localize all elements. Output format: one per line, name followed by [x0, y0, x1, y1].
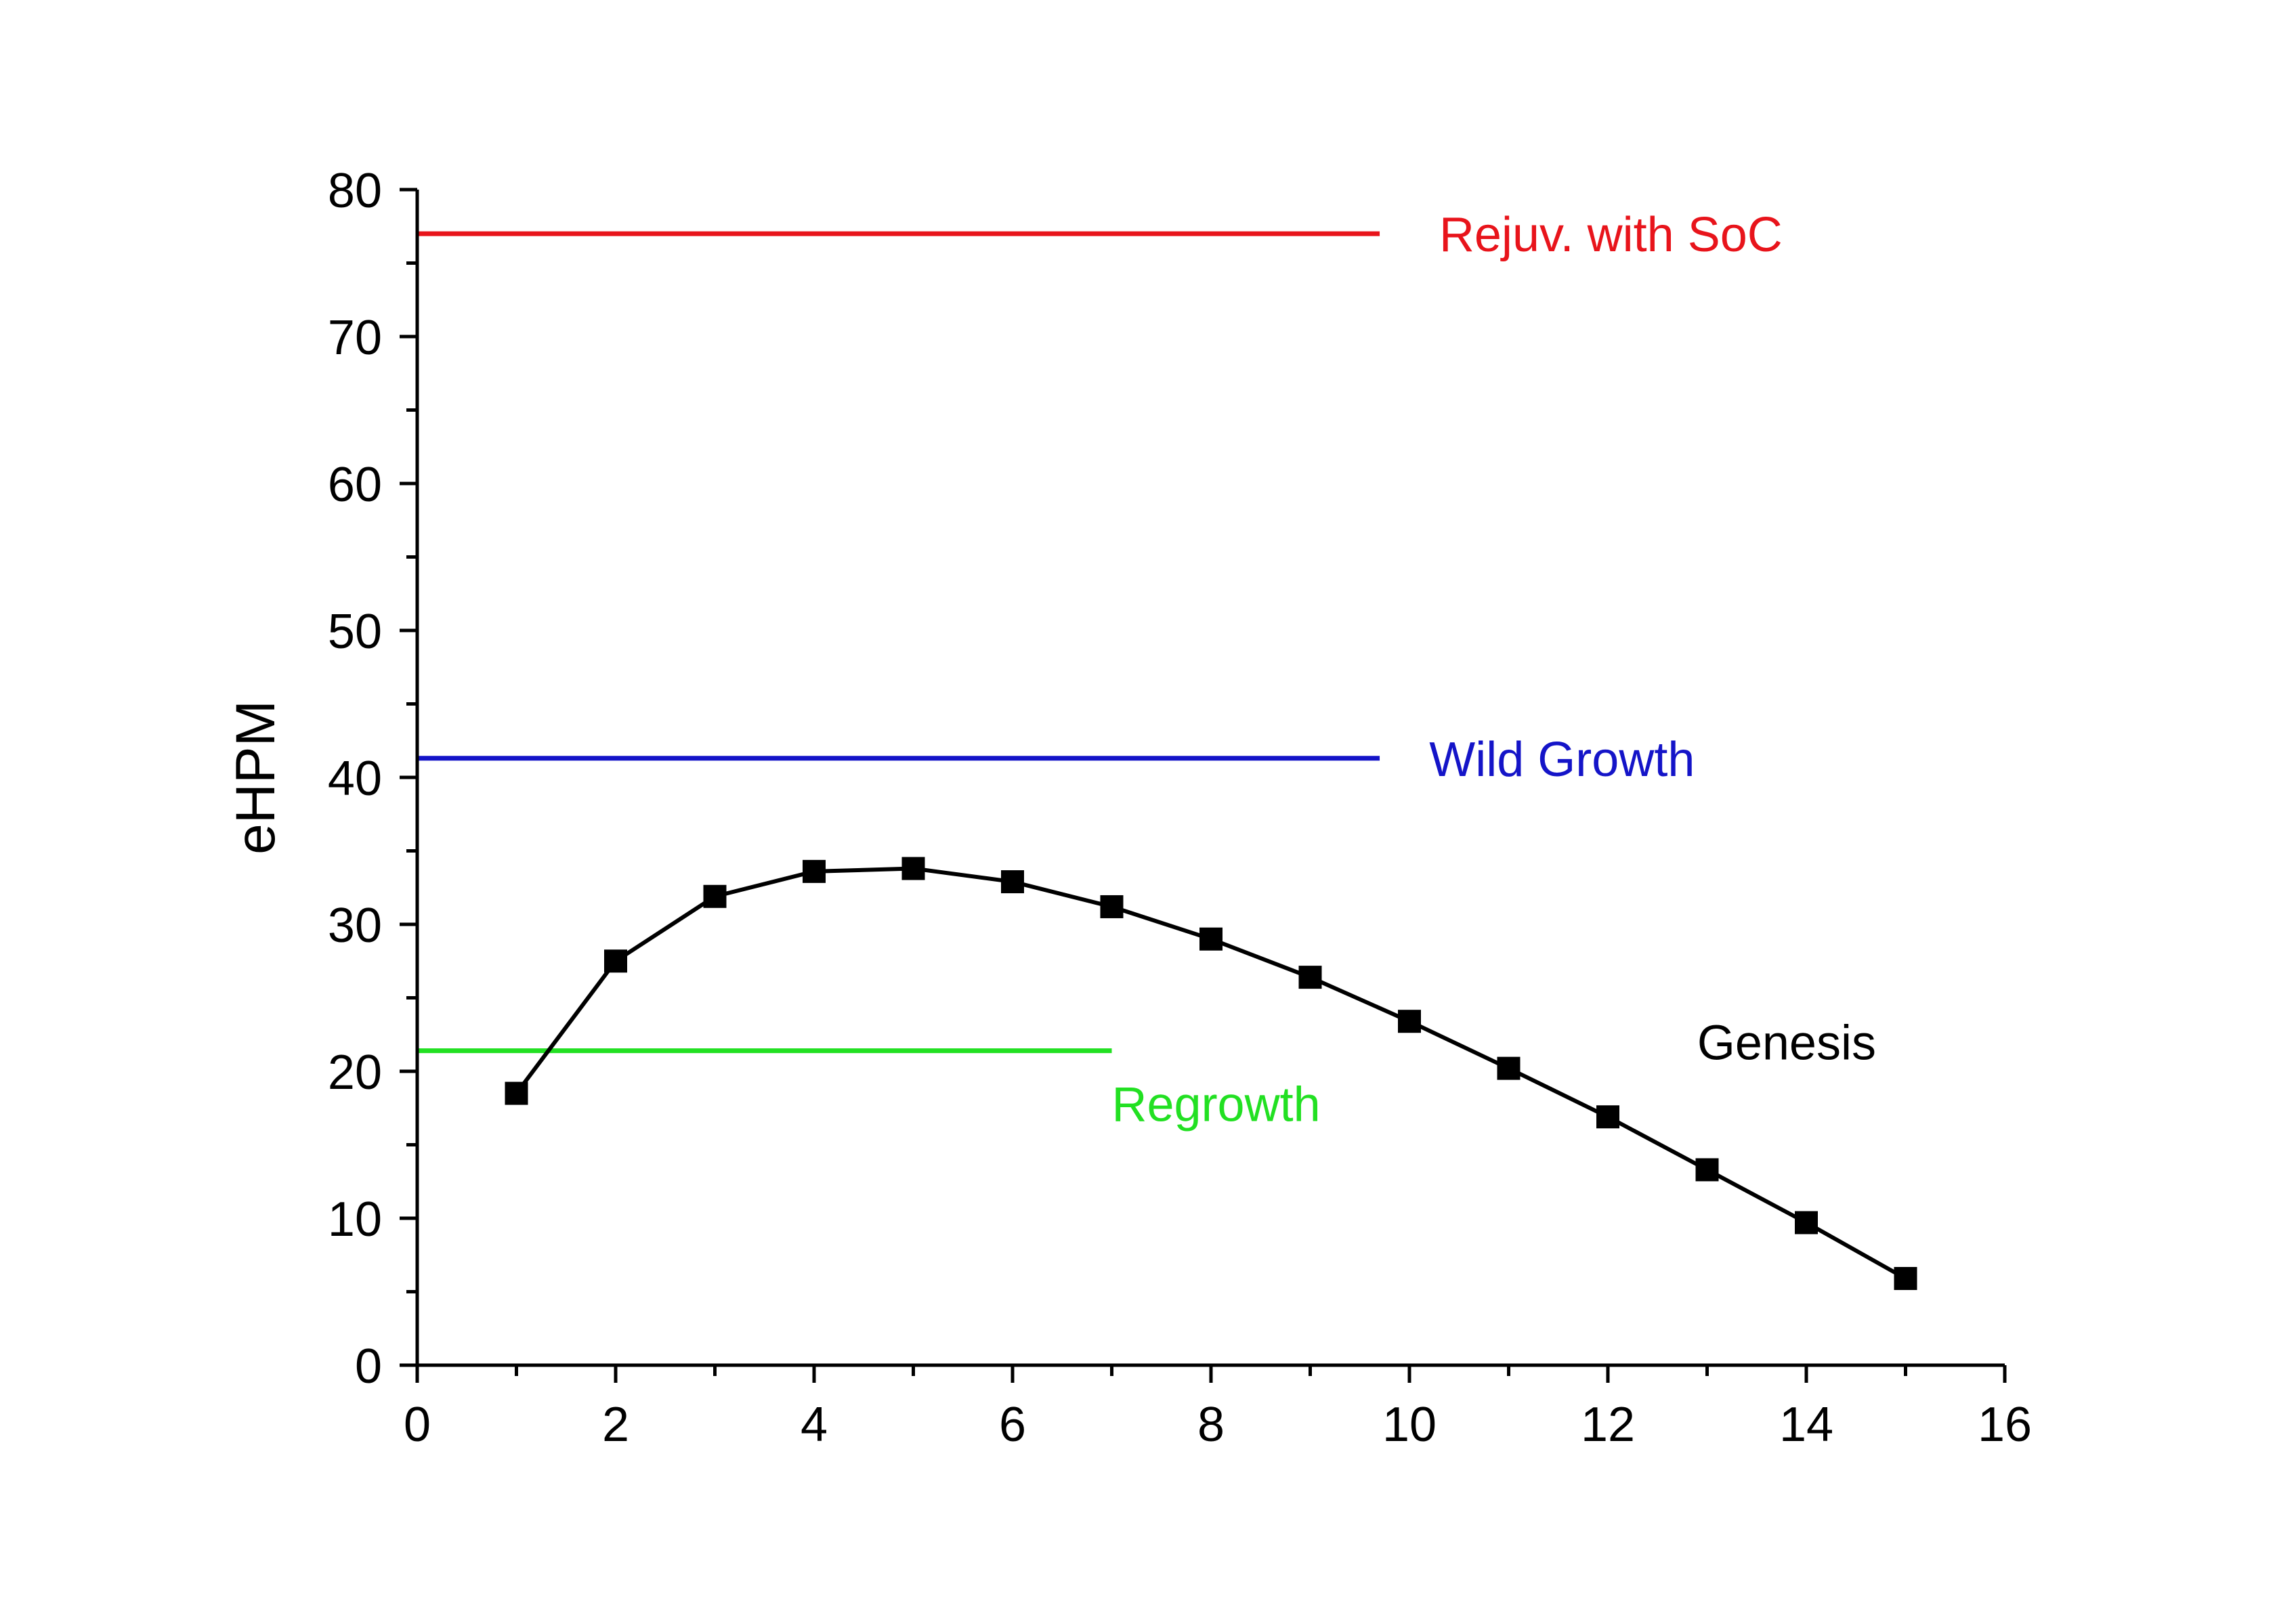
annotation-genesis: Genesis — [1697, 1016, 1876, 1071]
axes: 0 2 4 6 8 10 12 14 16 0 10 20 30 40 50 60 70 80 — [328, 164, 2032, 1452]
x-tick-label: 2 — [602, 1398, 629, 1452]
data-point — [1497, 1056, 1521, 1080]
x-tick-label: 14 — [1779, 1398, 1833, 1452]
data-point — [1596, 1105, 1619, 1129]
data-point — [505, 1081, 528, 1105]
x-ticks: 0 2 4 6 8 10 12 14 16 — [404, 1365, 2032, 1452]
reference-lines — [417, 231, 1380, 1054]
x-tick-label: 6 — [999, 1398, 1026, 1452]
data-point — [901, 857, 925, 880]
series-markers — [505, 857, 1917, 1290]
annotation-rejuv-with-soc: Rejuv. with SoC — [1439, 208, 1783, 262]
annotation-regrowth: Regrowth — [1112, 1078, 1321, 1132]
x-tick-label: 8 — [1197, 1398, 1225, 1452]
data-point — [1795, 1211, 1818, 1234]
y-tick-label: 40 — [328, 752, 382, 806]
y-tick-label: 20 — [328, 1046, 382, 1100]
y-tick-label: 60 — [328, 458, 382, 512]
data-point — [1695, 1158, 1719, 1182]
annotation-wild-growth: Wild Growth — [1429, 733, 1695, 787]
x-tick-label: 16 — [1978, 1398, 2032, 1452]
data-point — [1001, 870, 1024, 894]
data-point — [703, 884, 727, 908]
plot-area — [417, 231, 1917, 1290]
y-tick-label: 70 — [328, 311, 382, 365]
data-point — [1100, 895, 1124, 918]
x-tick-label: 0 — [404, 1398, 431, 1452]
x-tick-label: 4 — [801, 1398, 828, 1452]
data-point — [1199, 927, 1223, 951]
y-tick-label: 30 — [328, 899, 382, 953]
y-axis-label: eHPM — [225, 700, 286, 855]
y-tick-label: 80 — [328, 164, 382, 218]
y-ticks: 0 10 20 30 40 50 60 70 80 — [328, 164, 417, 1394]
y-tick-label: 50 — [328, 605, 382, 659]
data-point — [1398, 1010, 1421, 1033]
x-tick-label: 12 — [1581, 1398, 1635, 1452]
y-tick-label: 0 — [355, 1339, 382, 1394]
annotations: Rejuv. with SoC Wild Growth Genesis Regrowt… — [1112, 208, 1876, 1132]
data-point — [604, 949, 627, 973]
x-tick-label: 10 — [1382, 1398, 1437, 1452]
data-point — [803, 859, 826, 883]
y-tick-label: 10 — [328, 1193, 382, 1247]
data-point — [1298, 966, 1322, 989]
data-point — [1894, 1266, 1917, 1290]
